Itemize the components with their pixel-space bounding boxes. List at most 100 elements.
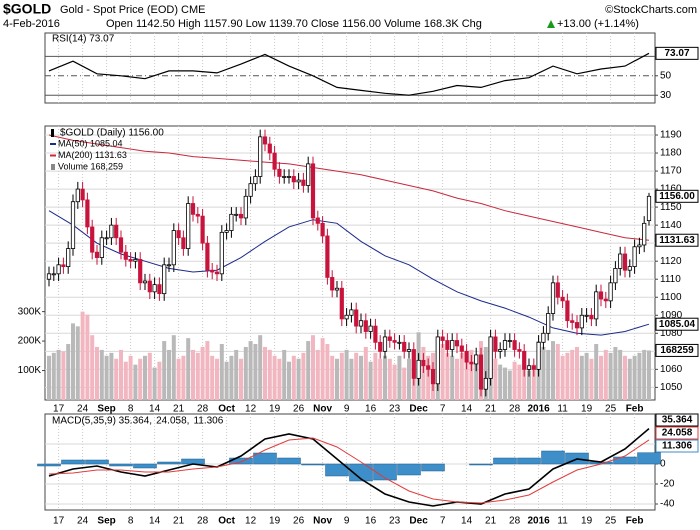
volume-bar (75, 326, 80, 400)
candle-body (56, 264, 61, 275)
x-tick-label: 21 (485, 404, 497, 415)
candle-body (272, 152, 277, 170)
histogram-bar (637, 452, 661, 465)
legend-label: MA(50) 1085.04 (58, 138, 123, 148)
candle-body (392, 340, 397, 343)
candle-body (51, 273, 56, 276)
candle-body (531, 365, 536, 370)
legend-label: MACD(5,35,9) 35.364, (52, 416, 152, 427)
x-tick-label: 12 (245, 404, 257, 415)
volume-bar (195, 352, 200, 400)
x-tick-label: Dec (409, 516, 428, 527)
x-tick-label: 28 (197, 404, 209, 415)
volume-bar (426, 355, 431, 400)
x-tick-label: 17 (53, 404, 65, 415)
volume-bar (493, 358, 498, 400)
x-tick-label: 19 (581, 404, 593, 415)
candle-body (248, 183, 253, 197)
candle-body (224, 230, 229, 233)
volume-bar (623, 355, 627, 400)
series-line (48, 52, 650, 96)
volume-bar (99, 349, 104, 400)
y-tick-label: 1100 (660, 292, 682, 303)
volume-bar (594, 344, 599, 400)
histogram-bar (325, 463, 349, 477)
candle-body (267, 143, 272, 154)
volume-bar (474, 358, 479, 400)
histogram-bar (397, 463, 421, 476)
volume-bar (339, 352, 344, 400)
volume-bar (546, 349, 551, 400)
volume-bar (330, 355, 335, 400)
volume-bar (522, 367, 527, 400)
candle-body (411, 349, 416, 379)
volume-bar (128, 355, 133, 400)
candle-body (186, 203, 191, 249)
volume-bar (263, 346, 267, 400)
volume-bar (575, 346, 579, 400)
candle-body (138, 258, 143, 284)
volume-bar (627, 358, 632, 400)
volume-bar (205, 341, 210, 400)
histogram-bar (541, 450, 565, 465)
candle-body (104, 237, 109, 240)
volume-bar (541, 346, 546, 400)
candle-body (387, 336, 392, 341)
volume-bar (123, 361, 128, 400)
volume-bar (632, 355, 637, 400)
x-tick-label: 21 (173, 404, 185, 415)
candle-body (109, 224, 114, 239)
candle-body (253, 176, 258, 185)
y-tick-label: 1190 (660, 130, 682, 141)
volume-bar (349, 358, 354, 400)
candle-body (142, 280, 148, 284)
volume-bar (258, 335, 263, 400)
candle-body (310, 163, 316, 219)
instrument-name: Gold - Spot Price (EOD) CME (60, 4, 205, 16)
x-tick-label: 14 (149, 404, 161, 415)
volume-bar (114, 358, 119, 400)
volume-bar (301, 352, 306, 400)
candle-body (565, 300, 570, 322)
volume-bar (171, 335, 176, 400)
volume-bar (335, 358, 339, 400)
value-box (655, 46, 699, 60)
candle-body (618, 253, 623, 269)
candle-body (330, 277, 335, 291)
y-tick-label: 1060 (660, 364, 683, 375)
source: ©StockCharts.com (605, 4, 697, 16)
candle-body (118, 237, 124, 253)
volume-bar (239, 358, 243, 400)
x-tick-label: 8 (128, 516, 134, 527)
volume-bar (133, 364, 138, 400)
candle-body (469, 361, 474, 365)
candle-body (464, 350, 469, 363)
candle-body (454, 340, 460, 347)
x-tick-label: 23 (389, 404, 401, 415)
candle-body (445, 340, 450, 350)
value-box (655, 189, 699, 203)
volume-bar (320, 338, 325, 400)
x-tick-label: 16 (365, 516, 377, 527)
volume-bar (80, 311, 85, 400)
candle-body (440, 336, 445, 341)
volume-bar (315, 349, 320, 400)
x-tick-label: Sep (97, 516, 115, 527)
histogram-bar (349, 463, 373, 482)
candle-body (114, 224, 119, 239)
legend-label: MA(200) 1131.63 (58, 150, 127, 160)
candle-body (190, 203, 196, 215)
volume-bar (229, 355, 234, 400)
legend-label: 24.058, (156, 416, 189, 427)
candle-body (368, 325, 373, 332)
candle-body (406, 349, 412, 352)
volume-bar (608, 352, 613, 400)
histogram-bar (61, 459, 85, 465)
volume-bar (359, 355, 363, 400)
volume-bar (368, 361, 373, 400)
candle-body (229, 213, 234, 231)
value-box-label: 1131.63 (659, 235, 695, 246)
value-box-label: 168259 (660, 345, 694, 356)
candle-body (181, 237, 186, 249)
candle-body (570, 320, 575, 323)
